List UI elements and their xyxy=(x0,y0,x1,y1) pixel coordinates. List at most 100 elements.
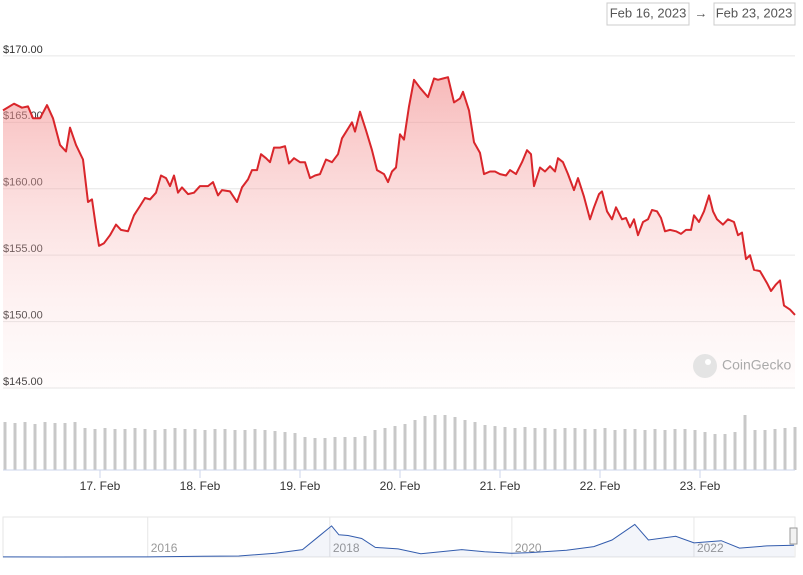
volume-bar xyxy=(313,438,317,470)
volume-bar xyxy=(763,430,767,470)
volume-bar xyxy=(333,437,337,470)
volume-bar xyxy=(363,436,367,470)
volume-bar xyxy=(163,429,167,470)
volume-bar xyxy=(373,430,377,470)
volume-bar xyxy=(593,429,597,470)
volume-bar xyxy=(243,430,247,470)
volume-bar xyxy=(533,428,537,470)
volume-bar xyxy=(33,424,37,470)
volume-bar xyxy=(633,429,637,470)
volume-bar xyxy=(323,438,327,470)
navigator-handle[interactable] xyxy=(789,527,798,545)
volume-bar xyxy=(673,429,677,470)
volume-bar xyxy=(683,429,687,470)
volume-bar xyxy=(783,428,787,470)
volume-bar xyxy=(93,429,97,470)
volume-bar xyxy=(193,429,197,470)
volume-bar xyxy=(433,415,437,470)
navigator-tick-label: 2018 xyxy=(333,541,360,555)
watermark: CoinGecko xyxy=(722,357,791,373)
volume-bar xyxy=(473,422,477,470)
volume-bar xyxy=(653,429,657,470)
volume-bar xyxy=(503,427,507,470)
volume-bar xyxy=(723,434,727,470)
volume-bar xyxy=(343,437,347,470)
volume-bar xyxy=(83,428,87,470)
volume-bar xyxy=(143,429,147,470)
volume-bar xyxy=(703,432,707,470)
volume-bar xyxy=(183,429,187,470)
price-line xyxy=(2,76,796,316)
navigator-line xyxy=(2,523,795,558)
volume-bar xyxy=(353,437,357,470)
volume-bar xyxy=(123,429,127,470)
volume-bar xyxy=(273,431,277,470)
volume-bar xyxy=(453,417,457,470)
x-tick-label: 20. Feb xyxy=(380,479,421,493)
volume-bar xyxy=(153,430,157,470)
to-date: Feb 23, 2023 xyxy=(716,5,793,20)
volume-bar xyxy=(303,437,307,470)
volume-bar xyxy=(603,428,607,470)
volume-bar xyxy=(393,426,397,470)
volume-bar xyxy=(203,430,207,470)
y-tick-label: $170.00 xyxy=(3,44,43,56)
volume-bar xyxy=(733,432,737,470)
volume-bar xyxy=(403,424,407,470)
volume-bar xyxy=(253,429,257,470)
volume-bar xyxy=(113,429,117,470)
x-tick-label: 17. Feb xyxy=(80,479,121,493)
volume-bar xyxy=(133,428,137,470)
volume-bar xyxy=(773,429,777,470)
volume-bar xyxy=(563,428,567,470)
volume-bar xyxy=(223,429,227,470)
volume-bar xyxy=(413,420,417,470)
to-input[interactable] xyxy=(713,2,796,26)
volume-bar xyxy=(63,423,67,470)
volume-plot: 17. Feb 18. Feb 19. Feb 20. Feb 21. Feb 22. F… xyxy=(3,415,797,493)
price-plot: $145.00$150.00$155.00$160.00$165.00$170.… xyxy=(2,44,796,389)
navigator-frame xyxy=(2,516,796,558)
volume-bar xyxy=(643,430,647,470)
watermark-logo xyxy=(693,354,717,378)
from-input[interactable] xyxy=(606,2,690,26)
navigator: 2016 2018 2020 2022 xyxy=(2,516,796,558)
volume-bar xyxy=(583,429,587,470)
volume-bar xyxy=(213,429,217,470)
volume-bar xyxy=(543,428,547,470)
price-area xyxy=(3,77,795,388)
x-tick-label: 23. Feb xyxy=(680,479,721,493)
volume-bar xyxy=(693,430,697,470)
navigator-tick-label: 2022 xyxy=(697,541,724,555)
volume-bar xyxy=(443,415,447,470)
volume-bar xyxy=(13,423,17,470)
volume-bar xyxy=(23,422,27,470)
from-date: Feb 16, 2023 xyxy=(610,5,687,20)
volume-bar xyxy=(293,433,297,470)
volume-bar xyxy=(3,422,7,470)
volume-bar xyxy=(713,434,717,470)
volume-bar xyxy=(103,428,107,470)
volume-bar xyxy=(483,425,487,470)
x-tick-label: 19. Feb xyxy=(280,479,321,493)
volume-bar xyxy=(73,422,77,470)
volume-bar xyxy=(753,430,757,470)
volume-bar xyxy=(553,429,557,470)
navigator-tick-label: 2020 xyxy=(515,541,542,555)
volume-bar xyxy=(613,430,617,470)
volume-bar xyxy=(573,428,577,470)
volume-bar xyxy=(623,429,627,470)
volume-bar xyxy=(513,428,517,470)
volume-bar xyxy=(43,422,47,470)
range-arrow: → xyxy=(695,5,708,20)
volume-bar xyxy=(663,430,667,470)
volume-bar xyxy=(493,426,497,470)
volume-bar xyxy=(423,416,427,470)
volume-bar xyxy=(283,432,287,470)
navigator-tick-label: 2016 xyxy=(151,541,178,555)
volume-bar xyxy=(523,427,527,470)
volume-bar xyxy=(233,430,237,470)
volume-bar xyxy=(463,420,467,470)
x-tick-label: 21. Feb xyxy=(480,479,521,493)
